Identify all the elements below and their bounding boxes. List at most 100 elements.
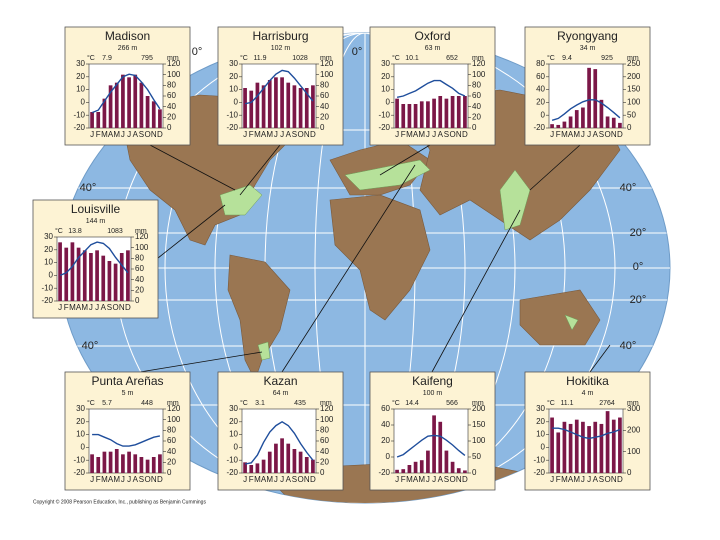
x-tick-label: M (418, 475, 425, 484)
y-tick-label: 40 (536, 85, 545, 94)
y2-unit: mm (167, 55, 179, 62)
y2-tick-label: 50 (627, 110, 636, 119)
precipitation-bar (76, 247, 81, 301)
precipitation-bar (456, 468, 461, 473)
x-tick-label: J (58, 303, 62, 312)
y2-unit: mm (472, 55, 484, 62)
temperature-line (244, 420, 314, 465)
x-tick-label: N (611, 475, 617, 484)
plot-area (548, 63, 624, 129)
x-tick-label: F (556, 130, 561, 139)
y-tick-label: 20 (536, 417, 545, 426)
x-tick-label: O (604, 130, 610, 139)
precipitation-bar (274, 443, 278, 473)
y2-tick-label: 150 (627, 85, 641, 94)
precipitation-bar (304, 88, 309, 128)
y2-tick-label: 300 (627, 404, 641, 413)
precipitation-bar (158, 109, 162, 128)
precipitation-bar (568, 116, 573, 128)
precipitation-bar (261, 459, 266, 473)
y2-tick-label: 120 (472, 59, 486, 68)
x-tick-label: J (426, 130, 430, 139)
plot-area (88, 408, 164, 474)
precipitation-bar (151, 457, 156, 473)
precipitation-bar (89, 253, 93, 301)
x-tick-label: A (261, 475, 267, 484)
x-tick-label: J (581, 130, 585, 139)
x-tick-label: A (438, 475, 444, 484)
y2-tick-label: 120 (167, 59, 181, 68)
y2-tick-label: 200 (627, 72, 641, 81)
precipitation-bar (280, 77, 284, 128)
y-tick-label: 0 (234, 443, 239, 452)
precipitation-bar (108, 451, 113, 473)
precipitation-bar (304, 457, 309, 473)
y2-tick-label: 100 (627, 98, 641, 107)
y2-tick-label: 60 (167, 436, 176, 445)
y-tick-label: 10 (536, 430, 545, 439)
precipitation-bar (70, 242, 75, 301)
x-tick-label: J (280, 475, 284, 484)
y2-tick-label: 40 (167, 447, 176, 456)
y-tick-label: 20 (381, 436, 390, 445)
precipitation-bar (438, 96, 443, 128)
climograph: Louisville 144 m °C 13.8 1083 mm -20 -10 0 10 20 30… (32, 199, 159, 319)
y-tick-label: -10 (378, 110, 390, 119)
chart-title: Ryongyang (557, 29, 618, 43)
y2-tick-label: 80 (320, 425, 329, 434)
y-tick-label: 20 (44, 245, 53, 254)
precipitation-bar (311, 85, 315, 128)
precipitation-bar (407, 465, 412, 473)
precipitation-bar (121, 454, 125, 473)
precipitation-bar (413, 104, 418, 128)
y-tick-label: 20 (229, 417, 238, 426)
y2-unit: mm (472, 400, 484, 407)
precipitation-bar (432, 415, 436, 473)
y2-tick-label: 120 (320, 59, 334, 68)
x-tick-label: J (432, 475, 436, 484)
plot-area (548, 408, 624, 474)
x-tick-label: N (119, 303, 125, 312)
y2-tick-label: 80 (135, 253, 144, 262)
precipitation-bar (292, 449, 297, 473)
y2-tick-label: 60 (135, 264, 144, 273)
x-tick-label: N (304, 475, 310, 484)
map-label: 40° (620, 340, 637, 352)
x-tick-label: A (133, 475, 139, 484)
precipitation-bar (556, 432, 561, 473)
y-unit: °C (240, 399, 248, 407)
x-tick-label: N (611, 130, 617, 139)
y2-tick-label: 100 (320, 415, 334, 424)
elevation: 100 m (423, 390, 443, 397)
precipitation-bar (127, 451, 131, 473)
x-tick-label: D (310, 475, 316, 484)
x-tick-label: N (304, 130, 310, 139)
precipitation-bar (139, 457, 144, 473)
y-tick-label: 20 (381, 72, 390, 81)
x-tick-label: D (462, 130, 468, 139)
x-tick-label: S (107, 303, 112, 312)
precipitation-bar (95, 250, 99, 301)
chart-title: Oxford (414, 29, 450, 43)
x-tick-label: J (587, 130, 591, 139)
y-tick-label: -20 (378, 468, 390, 477)
x-tick-label: J (426, 475, 430, 484)
y-tick-label: 10 (229, 85, 238, 94)
plot-area (393, 408, 469, 474)
precipitation-bar (127, 77, 131, 128)
precipitation-bar (145, 96, 150, 128)
annual-precipitation: 2764 (599, 400, 615, 407)
y-tick-label: -10 (41, 283, 53, 292)
precipitation-bar (151, 101, 156, 128)
map-label: 20° (630, 294, 647, 306)
y2-unit: mm (627, 400, 639, 407)
x-tick-label: F (249, 130, 254, 139)
precipitation-bar (114, 449, 119, 473)
y2-tick-label: 0 (472, 468, 477, 477)
x-tick-label: S (139, 130, 144, 139)
connectors (139, 144, 611, 373)
chart-title: Hokitika (566, 374, 609, 388)
x-tick-label: J (90, 475, 94, 484)
precipitation-bar (413, 461, 418, 473)
